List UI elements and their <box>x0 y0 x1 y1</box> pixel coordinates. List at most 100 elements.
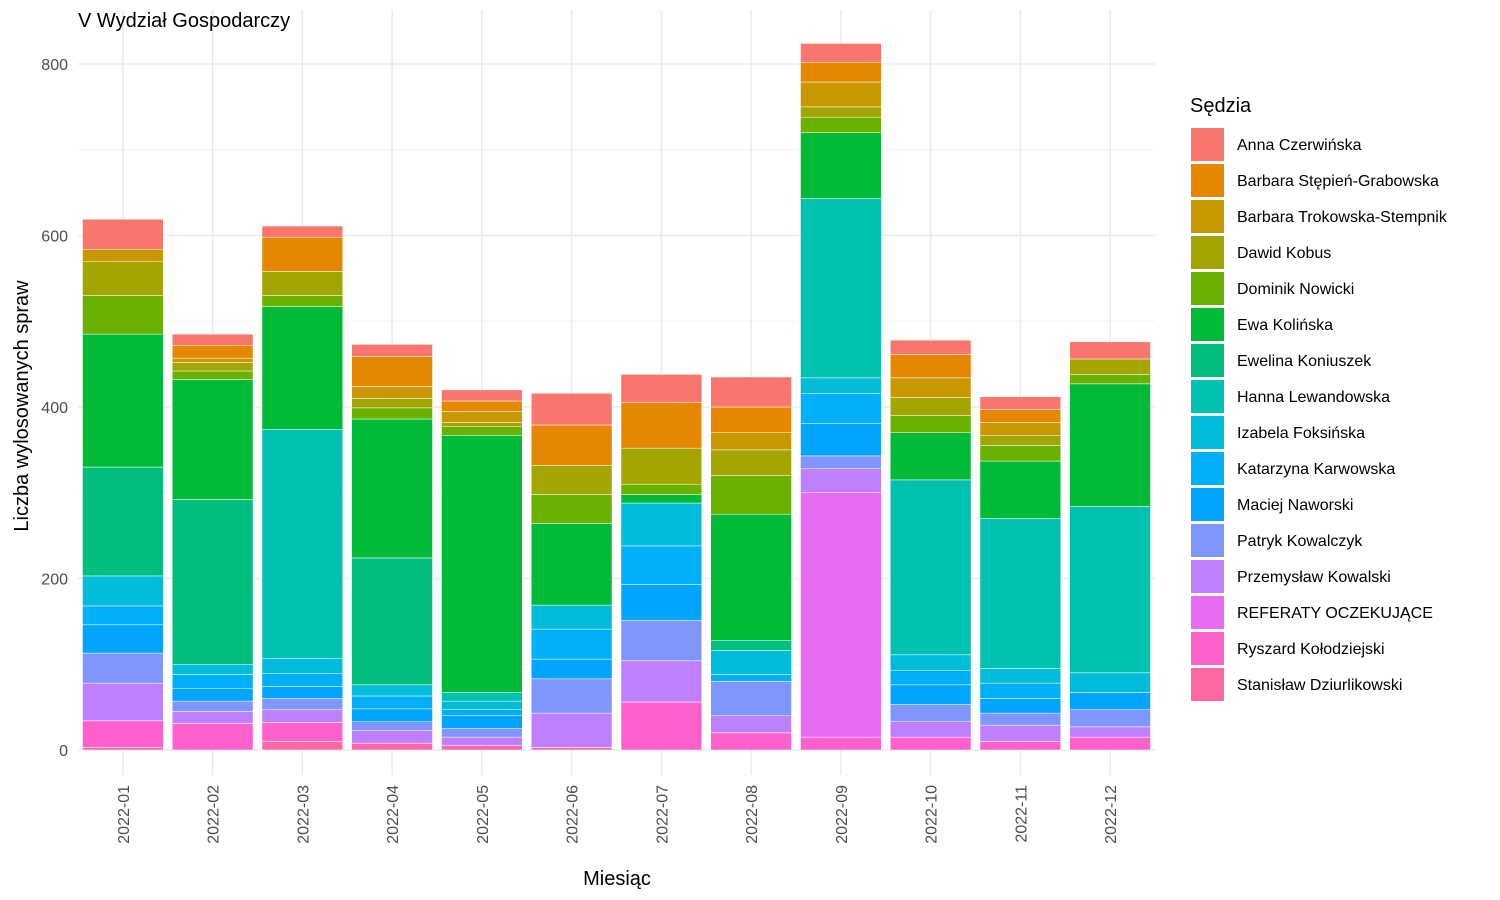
legend-label: Przemysław Kowalski <box>1237 569 1391 586</box>
bar-segment <box>979 445 1062 462</box>
bar-segment <box>1069 726 1151 738</box>
x-tick-label: 2022-10 <box>924 785 941 844</box>
bar-segment <box>620 494 703 504</box>
bar-segment <box>351 344 433 357</box>
legend: Sędzia Anna Czerwińska Barbara Stępień-Gr… <box>1190 95 1448 701</box>
bar-segment <box>710 449 792 476</box>
bar-segment <box>620 620 703 662</box>
bar-segment <box>1069 709 1151 728</box>
bar-segment <box>710 406 792 433</box>
bar-segment <box>351 386 433 399</box>
bar-segment <box>979 668 1062 684</box>
bar-segment <box>889 670 972 686</box>
bar-segment <box>889 377 972 398</box>
bar-segment <box>261 722 344 742</box>
bar-segment <box>710 681 792 716</box>
bar-segment <box>82 624 164 654</box>
bar-segment <box>261 271 344 296</box>
bar-segment <box>261 686 344 699</box>
bar-segment <box>620 660 703 703</box>
bar-segment <box>441 411 523 423</box>
bar-segment <box>171 700 254 712</box>
x-tick-label: 2022-03 <box>295 785 312 844</box>
bar-segment <box>261 306 344 430</box>
y-axis-title: Liczba wylosowanych spraw <box>11 280 33 532</box>
bar-segment <box>171 499 254 665</box>
bar-segment <box>441 435 523 693</box>
bar-segment <box>979 409 1062 423</box>
legend-swatch <box>1191 272 1224 305</box>
legend-swatch <box>1191 164 1224 197</box>
legend-swatch <box>1191 452 1224 485</box>
bar-segment <box>171 674 254 689</box>
bar-segment <box>620 402 703 449</box>
bar-segment <box>261 741 344 751</box>
bar-segment <box>710 650 792 675</box>
legend-swatch <box>1191 524 1224 557</box>
bar-segment <box>261 225 344 238</box>
bar-segment <box>710 674 792 682</box>
y-tick-label: 600 <box>41 229 68 246</box>
bar-segment <box>800 62 882 83</box>
x-tick-label: 2022-04 <box>385 785 402 844</box>
legend-swatch <box>1191 560 1224 593</box>
bar-segment <box>979 396 1062 410</box>
bar-segment <box>800 132 882 199</box>
x-axis: 2022-01 2022-02 2022-03 2022-04 2022-05 2022-… <box>116 785 1120 844</box>
bar-segment <box>82 333 164 468</box>
x-tick-label: 2022-05 <box>475 785 492 844</box>
bar-segment <box>171 664 254 675</box>
bar-segment <box>979 712 1062 726</box>
legend-swatch <box>1191 596 1224 629</box>
bar-segment <box>351 695 433 710</box>
legend-swatch <box>1191 200 1224 233</box>
bar-segment <box>800 455 882 469</box>
bar-segment <box>351 730 433 744</box>
bar-segment <box>889 684 972 705</box>
bar-segment <box>351 407 433 420</box>
bar-segment <box>261 673 344 687</box>
legend-label: REFERATY OCZEKUJĄCE <box>1237 605 1433 622</box>
bar-segment <box>979 698 1062 714</box>
bar-segment <box>800 43 882 63</box>
bar-segment <box>1069 506 1151 674</box>
bar-segment <box>171 362 254 372</box>
bar-segment <box>171 345 254 359</box>
bar-segment <box>261 236 344 272</box>
bar-segment <box>261 657 344 674</box>
bar-segment <box>82 747 164 751</box>
bar-segment <box>351 356 433 387</box>
legend-label: Izabela Foksińska <box>1237 425 1365 442</box>
bar-segment <box>441 736 523 746</box>
bar-segment <box>1069 341 1151 360</box>
legend-label: Ewelina Koniuszek <box>1237 353 1372 370</box>
bar-segment <box>441 422 523 427</box>
bar-segment <box>800 116 882 133</box>
bar-segment <box>1069 383 1151 507</box>
bar-segment <box>979 460 1062 519</box>
bar-segment <box>171 711 254 724</box>
legend-swatch <box>1191 632 1224 665</box>
legend-title: Sędzia <box>1190 95 1252 117</box>
legend-swatch <box>1191 128 1224 161</box>
bar-segment <box>979 741 1062 751</box>
y-tick-label: 200 <box>41 572 68 589</box>
bar-segment <box>710 639 792 651</box>
bar-segment <box>351 721 433 731</box>
bar-segment <box>171 723 254 751</box>
y-axis: 0 200 400 600 800 <box>41 57 68 760</box>
bar-segment <box>1069 672 1151 693</box>
bar-segment <box>889 354 972 379</box>
bar-segment <box>800 492 882 738</box>
bar-segment <box>351 742 433 751</box>
legend-swatch <box>1191 380 1224 413</box>
bar-segment <box>82 605 164 626</box>
bar-segment <box>530 658 613 680</box>
bar-segment <box>620 374 703 403</box>
x-tick-label: 2022-06 <box>565 785 582 844</box>
legend-label: Anna Czerwińska <box>1237 137 1362 154</box>
legend-swatch <box>1191 668 1224 701</box>
legend-label: Ryszard Kołodziejski <box>1237 641 1385 658</box>
bar-segment <box>979 518 1062 669</box>
